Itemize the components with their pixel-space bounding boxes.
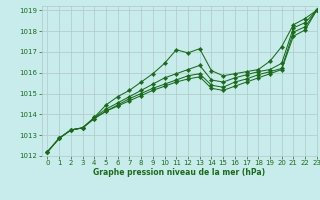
X-axis label: Graphe pression niveau de la mer (hPa): Graphe pression niveau de la mer (hPa) (93, 168, 265, 177)
